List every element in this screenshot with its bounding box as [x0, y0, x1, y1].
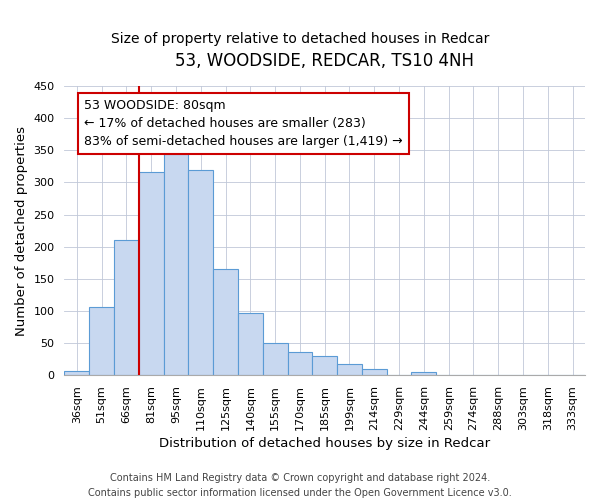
- Text: Size of property relative to detached houses in Redcar: Size of property relative to detached ho…: [111, 32, 489, 46]
- Bar: [412, 372, 436, 375]
- Bar: [313, 356, 337, 375]
- Bar: [188, 170, 213, 375]
- Text: Contains HM Land Registry data © Crown copyright and database right 2024.
Contai: Contains HM Land Registry data © Crown c…: [88, 472, 512, 498]
- Bar: [263, 343, 287, 375]
- Bar: [114, 240, 139, 375]
- Bar: [337, 364, 362, 375]
- Bar: [139, 172, 164, 375]
- Title: 53, WOODSIDE, REDCAR, TS10 4NH: 53, WOODSIDE, REDCAR, TS10 4NH: [175, 52, 474, 70]
- Bar: [213, 269, 238, 375]
- Bar: [362, 370, 386, 375]
- Bar: [238, 313, 263, 375]
- Bar: [64, 370, 89, 375]
- Text: 53 WOODSIDE: 80sqm
← 17% of detached houses are smaller (283)
83% of semi-detach: 53 WOODSIDE: 80sqm ← 17% of detached hou…: [84, 99, 403, 148]
- X-axis label: Distribution of detached houses by size in Redcar: Distribution of detached houses by size …: [159, 437, 490, 450]
- Bar: [164, 154, 188, 375]
- Bar: [89, 307, 114, 375]
- Bar: [287, 352, 313, 375]
- Y-axis label: Number of detached properties: Number of detached properties: [15, 126, 28, 336]
